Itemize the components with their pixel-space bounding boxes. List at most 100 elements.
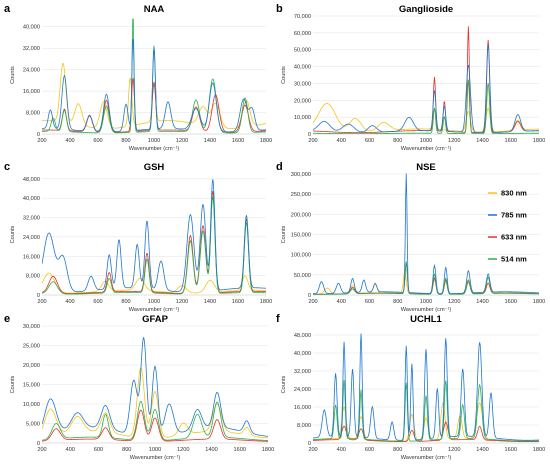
y-tick-label: 8,000 xyxy=(297,423,311,429)
x-tick-label: 1800 xyxy=(262,447,274,453)
y-tick-label: 20,000 xyxy=(294,98,311,104)
series-line-514-nm xyxy=(42,196,266,295)
y-tick-label: 8,000 xyxy=(26,274,40,280)
panel-naa: 0 8,000 16,000 24,000 32,000 40,000 200 400 600 8… xyxy=(4,3,272,152)
panel-letter: f xyxy=(276,313,280,325)
series-line-785-nm xyxy=(42,336,268,437)
y-tick-label: 60,000 xyxy=(294,31,311,37)
x-axis-label: Wavenumber (cm⁻¹) xyxy=(129,146,180,152)
series-line-785-nm xyxy=(313,333,539,441)
y-tick-label: 250,000 xyxy=(291,192,311,198)
x-tick-label: 1000 xyxy=(420,299,432,305)
x-tick-label: 1600 xyxy=(232,299,244,305)
y-axis-label: Counts xyxy=(10,375,16,393)
series-line-633-nm xyxy=(313,263,539,295)
x-tick-label: 1600 xyxy=(505,299,517,305)
x-tick-label: 1200 xyxy=(177,447,189,453)
x-tick-label: 1200 xyxy=(448,299,460,305)
x-tick-label: 1600 xyxy=(505,447,517,453)
x-tick-label: 400 xyxy=(66,447,75,453)
series-line-785-nm xyxy=(42,39,266,133)
x-tick-label: 200 xyxy=(308,447,317,453)
x-tick-label: 1400 xyxy=(204,138,216,144)
y-tick-label: 32,000 xyxy=(23,216,40,222)
y-tick-label: 0 xyxy=(308,293,311,299)
x-tick-label: 1600 xyxy=(505,138,517,144)
x-tick-label: 1400 xyxy=(476,447,488,453)
series-line-633-nm xyxy=(42,78,266,133)
x-tick-label: 400 xyxy=(337,138,346,144)
y-tick-label: 48,000 xyxy=(294,333,311,339)
series-line-633-nm xyxy=(42,191,266,294)
x-tick-label: 200 xyxy=(37,447,46,453)
legend-label: 830 nm xyxy=(501,189,527,198)
y-tick-label: 0 xyxy=(37,441,40,447)
series-line-514-nm xyxy=(313,379,539,442)
panel-nse: 0 50,000 100,000 150,000 200,000 250,000 300,0… xyxy=(276,161,545,313)
x-tick-label: 600 xyxy=(93,299,102,305)
y-tick-label: 0 xyxy=(37,293,40,299)
y-axis-label: Counts xyxy=(10,66,16,84)
series-line-633-nm xyxy=(313,421,539,443)
y-tick-label: 48,000 xyxy=(23,177,40,183)
x-tick-label: 600 xyxy=(365,447,374,453)
series-line-830-nm xyxy=(42,272,266,294)
y-tick-label: 50,000 xyxy=(294,273,311,279)
series-line-830-nm xyxy=(42,62,266,129)
x-tick-label: 200 xyxy=(37,138,46,144)
y-tick-label: 40,000 xyxy=(23,25,40,31)
x-tick-label: 1800 xyxy=(260,138,272,144)
y-tick-label: 30,000 xyxy=(23,324,40,330)
y-tick-label: 5,000 xyxy=(26,422,40,428)
y-tick-label: 50,000 xyxy=(294,48,311,54)
y-tick-label: 300,000 xyxy=(291,172,311,178)
panel-title: NAA xyxy=(144,4,165,15)
y-tick-label: 40,000 xyxy=(23,196,40,202)
y-tick-label: 0 xyxy=(308,132,311,138)
y-tick-label: 10,000 xyxy=(23,402,40,408)
y-tick-label: 16,000 xyxy=(23,89,40,95)
x-tick-label: 800 xyxy=(121,138,130,144)
panel-letter: c xyxy=(4,161,10,173)
panel-title: Ganglioside xyxy=(399,4,453,15)
y-tick-label: 24,000 xyxy=(23,235,40,241)
series-line-785-nm xyxy=(313,173,539,295)
x-tick-label: 600 xyxy=(365,138,374,144)
x-tick-label: 800 xyxy=(393,299,402,305)
panel-gfap: 0 5,000 10,000 15,000 20,000 25,000 30,000 200 4… xyxy=(4,313,274,461)
series-line-830-nm xyxy=(42,366,268,439)
x-tick-label: 1200 xyxy=(448,447,460,453)
x-tick-label: 600 xyxy=(94,447,103,453)
x-tick-label: 1600 xyxy=(232,138,244,144)
x-tick-label: 1000 xyxy=(148,138,160,144)
y-axis-label: Counts xyxy=(281,225,287,243)
x-tick-label: 1400 xyxy=(205,447,217,453)
y-tick-label: 10,000 xyxy=(294,115,311,121)
panel-letter: b xyxy=(276,3,283,15)
x-tick-label: 600 xyxy=(365,299,374,305)
x-tick-label: 800 xyxy=(393,447,402,453)
x-tick-label: 400 xyxy=(65,299,74,305)
x-tick-label: 200 xyxy=(308,138,317,144)
x-tick-label: 1400 xyxy=(476,299,488,305)
y-axis-label: Counts xyxy=(281,66,287,84)
y-tick-label: 0 xyxy=(37,132,40,138)
panel-letter: a xyxy=(4,3,11,15)
y-tick-label: 24,000 xyxy=(294,387,311,393)
x-tick-label: 1800 xyxy=(533,447,545,453)
series-line-785-nm xyxy=(313,44,539,134)
x-tick-label: 1200 xyxy=(176,138,188,144)
x-tick-label: 1000 xyxy=(149,447,161,453)
series-line-514-nm xyxy=(42,18,266,134)
x-tick-label: 1200 xyxy=(176,299,188,305)
panel-ganglioside: 0 10,000 20,000 30,000 40,000 50,000 60,000 70,… xyxy=(276,3,545,152)
y-tick-label: 150,000 xyxy=(291,233,311,239)
x-tick-label: 1800 xyxy=(533,299,545,305)
y-tick-label: 40,000 xyxy=(294,65,311,71)
x-tick-label: 400 xyxy=(337,447,346,453)
series-line-633-nm xyxy=(42,409,268,442)
x-tick-label: 400 xyxy=(337,299,346,305)
y-tick-label: 70,000 xyxy=(294,14,311,20)
y-tick-label: 16,000 xyxy=(23,254,40,260)
